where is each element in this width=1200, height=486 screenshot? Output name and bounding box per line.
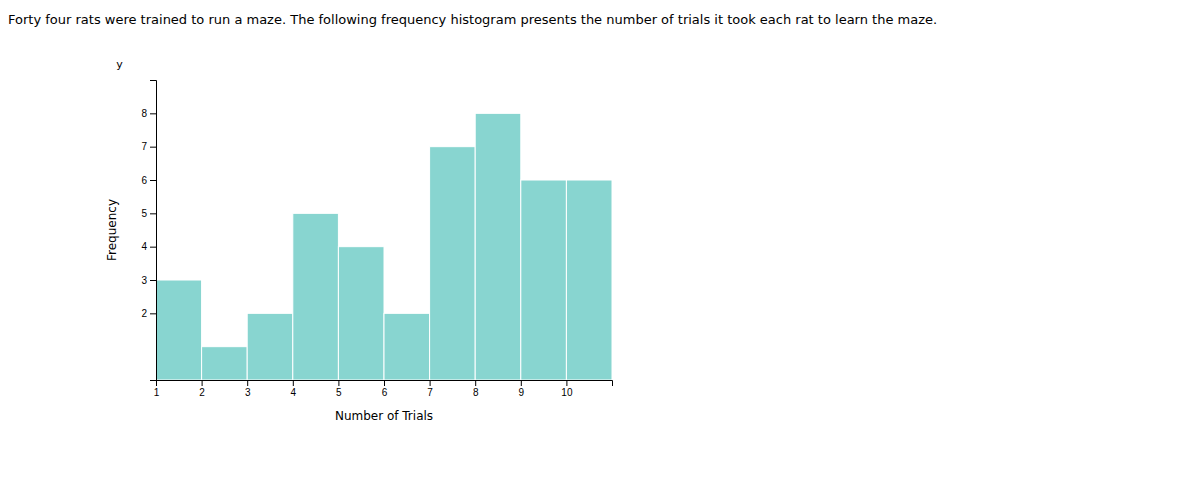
y-tick-label: 2 — [141, 308, 147, 319]
y-tick-mark — [150, 280, 156, 281]
bar — [475, 113, 521, 380]
x-tick-mark — [475, 380, 476, 386]
x-tick-mark — [430, 380, 431, 386]
x-tick-mark — [202, 380, 203, 386]
x-tick-label: 10 — [561, 387, 573, 398]
x-tick-label: 1 — [154, 387, 160, 398]
bar — [430, 147, 476, 380]
y-tick-label: 6 — [141, 175, 147, 186]
x-axis: 1 2 3 4 5 6 7 8 9 10 — [154, 380, 613, 398]
y-tick: 2 — [141, 308, 156, 319]
x-tick-label: 2 — [199, 387, 205, 398]
bar — [156, 280, 202, 380]
x-axis-title: Number of Trials — [335, 409, 433, 423]
x-tick-mark — [566, 380, 567, 386]
bar — [384, 313, 430, 380]
bars — [156, 113, 612, 380]
annotation: y — [116, 58, 123, 71]
bar — [566, 180, 612, 380]
x-tick-mark — [521, 380, 522, 386]
x-tick-label: 7 — [427, 387, 433, 398]
x-tick-label: 9 — [519, 387, 525, 398]
bar — [338, 247, 384, 380]
x-tick-label: 3 — [245, 387, 251, 398]
y-tick-mark — [150, 147, 156, 148]
y-tick-mark — [150, 180, 156, 181]
x-tick: 1 — [154, 380, 160, 398]
y-tick-mark — [150, 247, 156, 248]
x-tick-label: 6 — [382, 387, 388, 398]
bar — [521, 180, 567, 380]
chart-title: Forty four rats were trained to run a ma… — [8, 12, 937, 27]
x-tick-label: 5 — [336, 387, 342, 398]
y-axis-line — [150, 81, 157, 381]
y-tick-label: 3 — [141, 275, 147, 286]
y-tick: 5 — [141, 208, 156, 219]
x-tick: 7 — [427, 380, 433, 398]
x-tick-label: 4 — [291, 387, 297, 398]
x-tick-label: 8 — [473, 387, 479, 398]
x-tick-mark — [293, 380, 294, 386]
x-tick: 6 — [382, 380, 388, 398]
y-axis-title: Frequency — [105, 199, 119, 261]
chart-root: Forty four rats were trained to run a ma… — [0, 0, 1200, 486]
y-tick-mark — [150, 313, 156, 314]
bar — [247, 313, 293, 380]
x-tick-mark — [338, 380, 339, 386]
x-axis-line — [157, 381, 613, 387]
x-tick: 2 — [199, 380, 205, 398]
x-tick-mark — [247, 380, 248, 386]
y-tick: 3 — [141, 275, 156, 286]
y-tick-label: 8 — [141, 108, 147, 119]
plot-area: 1 2 3 4 5 6 7 8 9 10 2 3 4 5 6 7 8 Number of Trials Freque… — [105, 58, 613, 423]
y-tick: 7 — [141, 141, 156, 152]
y-tick-mark — [150, 113, 156, 114]
y-tick-label: 7 — [141, 141, 147, 152]
x-tick: 9 — [519, 380, 525, 398]
bar — [202, 347, 248, 380]
bar — [293, 213, 339, 380]
y-tick: 8 — [141, 108, 156, 119]
y-tick: 4 — [141, 241, 156, 252]
y-axis: 2 3 4 5 6 7 8 — [141, 81, 156, 381]
x-tick: 5 — [336, 380, 342, 398]
x-tick: 10 — [561, 380, 573, 398]
y-tick-label: 5 — [141, 208, 147, 219]
y-tick: 6 — [141, 175, 156, 186]
y-tick-label: 4 — [141, 241, 147, 252]
x-tick: 8 — [473, 380, 479, 398]
x-tick: 3 — [245, 380, 251, 398]
x-tick-mark — [384, 380, 385, 386]
x-tick: 4 — [291, 380, 297, 398]
y-tick-mark — [150, 213, 156, 214]
